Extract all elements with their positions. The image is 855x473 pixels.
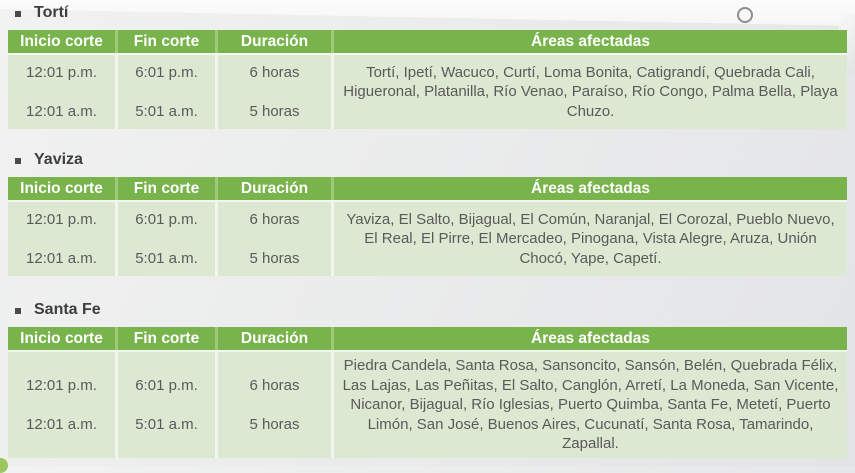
outage-table: Inicio corte Fin corte Duración Áreas af… xyxy=(8,30,847,129)
duracion-value-row1: 6 horas xyxy=(249,210,300,228)
cell-fin-corte: 6:01 p.m. 5:01 a.m. xyxy=(118,352,215,458)
fin-value-row1: 6:01 p.m. xyxy=(135,63,198,81)
col-header-fin-corte: Fin corte xyxy=(118,327,215,350)
outage-section-santa-fe: Santa Fe Inicio corte Fin corte Duración… xyxy=(8,299,847,458)
col-header-fin-corte: Fin corte xyxy=(118,177,215,200)
cell-inicio-corte: 12:01 p.m. 12:01 a.m. xyxy=(8,55,115,129)
bullet-square-icon xyxy=(15,157,21,164)
col-header-areas-afectadas: Áreas afectadas xyxy=(334,30,847,53)
col-header-inicio-corte: Inicio corte xyxy=(8,177,115,200)
circle-outline-icon xyxy=(737,7,753,23)
col-header-areas-afectadas: Áreas afectadas xyxy=(334,177,847,200)
cell-duracion: 6 horas 5 horas xyxy=(218,202,331,276)
table-header-row: Inicio corte Fin corte Duración Áreas af… xyxy=(8,177,847,200)
outage-section-torti: Tortí Inicio corte Fin corte Duración Ár… xyxy=(8,2,847,129)
duracion-value-row1: 6 horas xyxy=(249,376,300,394)
fin-value-row2: 5:01 a.m. xyxy=(135,102,198,120)
inicio-value-row2: 12:01 a.m. xyxy=(26,415,97,433)
bullet-square-icon xyxy=(15,307,21,314)
section-title-text: Santa Fe xyxy=(34,301,101,318)
table-body: 12:01 p.m. 12:01 a.m. 6:01 p.m. 5:01 a.m… xyxy=(8,202,847,276)
cell-fin-corte: 6:01 p.m. 5:01 a.m. xyxy=(118,55,215,129)
cell-areas-afectadas: Yaviza, El Salto, Bijagual, El Común, Na… xyxy=(334,202,847,276)
section-title: Tortí xyxy=(8,2,847,24)
col-header-inicio-corte: Inicio corte xyxy=(8,30,115,53)
duracion-value-row2: 5 horas xyxy=(249,415,300,433)
col-header-areas-afectadas: Áreas afectadas xyxy=(334,327,847,350)
section-title: Santa Fe xyxy=(8,299,847,321)
fin-value-row1: 6:01 p.m. xyxy=(135,376,198,394)
section-title-text: Yaviza xyxy=(34,151,83,168)
inicio-value-row1: 12:01 p.m. xyxy=(26,63,97,81)
col-header-inicio-corte: Inicio corte xyxy=(8,327,115,350)
fin-value-row2: 5:01 a.m. xyxy=(135,249,198,267)
fin-value-row1: 6:01 p.m. xyxy=(135,210,198,228)
inicio-value-row2: 12:01 a.m. xyxy=(26,249,97,267)
col-header-fin-corte: Fin corte xyxy=(118,30,215,53)
section-title: Yaviza xyxy=(8,149,847,171)
section-title-text: Tortí xyxy=(34,4,69,21)
outage-table: Inicio corte Fin corte Duración Áreas af… xyxy=(8,177,847,276)
table-header-row: Inicio corte Fin corte Duración Áreas af… xyxy=(8,30,847,53)
cell-fin-corte: 6:01 p.m. 5:01 a.m. xyxy=(118,202,215,276)
outage-section-yaviza: Yaviza Inicio corte Fin corte Duración Á… xyxy=(8,149,847,276)
cell-areas-afectadas: Piedra Candela, Santa Rosa, Sansoncito, … xyxy=(334,352,847,458)
cell-inicio-corte: 12:01 p.m. 12:01 a.m. xyxy=(8,352,115,458)
cell-areas-afectadas: Tortí, Ipetí, Wacuco, Curtí, Loma Bonita… xyxy=(334,55,847,129)
cell-duracion: 6 horas 5 horas xyxy=(218,352,331,458)
inicio-value-row1: 12:01 p.m. xyxy=(26,210,97,228)
col-header-duracion: Duración xyxy=(218,327,331,350)
table-body: 12:01 p.m. 12:01 a.m. 6:01 p.m. 5:01 a.m… xyxy=(8,352,847,458)
col-header-duracion: Duración xyxy=(218,177,331,200)
cell-inicio-corte: 12:01 p.m. 12:01 a.m. xyxy=(8,202,115,276)
duracion-value-row2: 5 horas xyxy=(249,102,300,120)
inicio-value-row2: 12:01 a.m. xyxy=(26,102,97,120)
inicio-value-row1: 12:01 p.m. xyxy=(26,376,97,394)
duracion-value-row2: 5 horas xyxy=(249,249,300,267)
col-header-duracion: Duración xyxy=(218,30,331,53)
table-body: 12:01 p.m. 12:01 a.m. 6:01 p.m. 5:01 a.m… xyxy=(8,55,847,129)
duracion-value-row1: 6 horas xyxy=(249,63,300,81)
table-header-row: Inicio corte Fin corte Duración Áreas af… xyxy=(8,327,847,350)
bullet-square-icon xyxy=(15,10,21,17)
fin-value-row2: 5:01 a.m. xyxy=(135,415,198,433)
cell-duracion: 6 horas 5 horas xyxy=(218,55,331,129)
outage-table: Inicio corte Fin corte Duración Áreas af… xyxy=(8,327,847,458)
